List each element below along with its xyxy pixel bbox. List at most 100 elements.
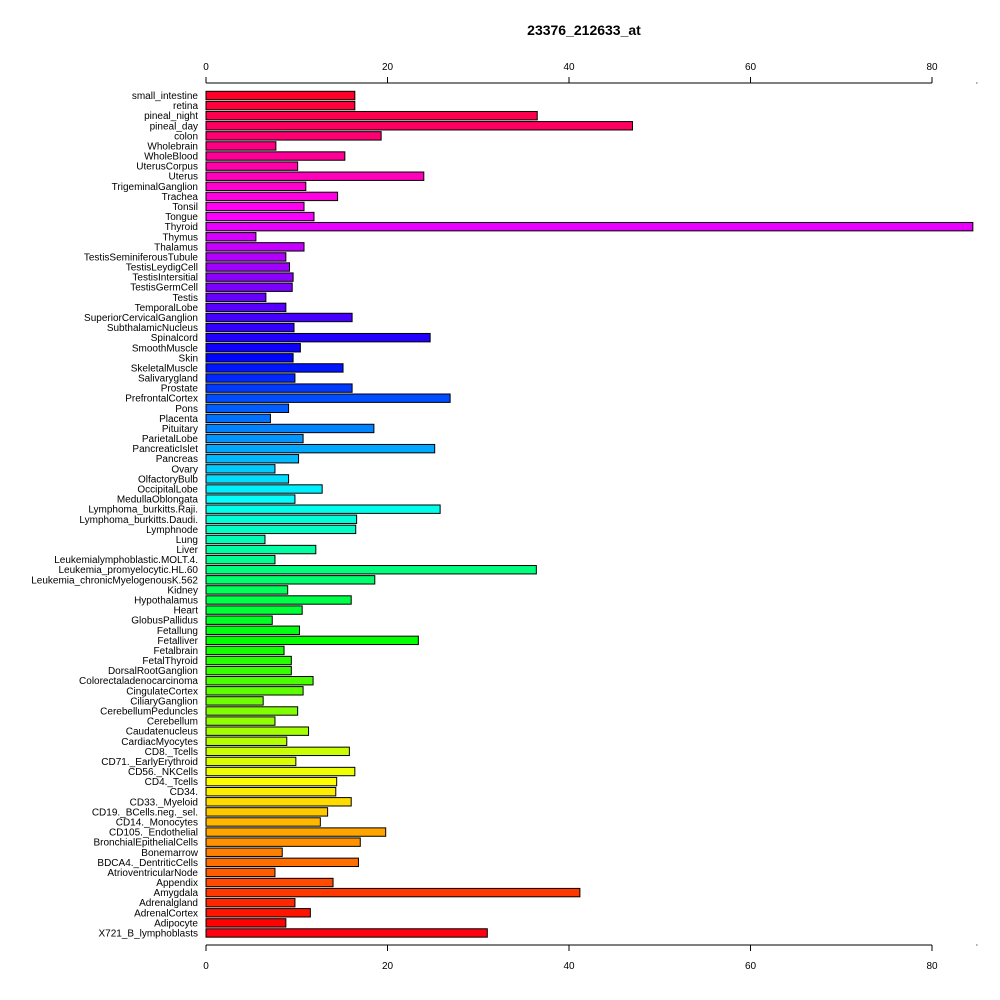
category-label: TrigeminalGanglion	[112, 182, 198, 193]
bar-43	[205, 524, 357, 535]
category-label: Kidney	[167, 585, 198, 596]
bar-27	[205, 363, 344, 373]
bottom-tick-label: 20	[382, 961, 394, 972]
category-label: retina	[173, 101, 198, 112]
bar-30	[205, 393, 451, 403]
bar-31	[205, 403, 290, 413]
bar-3	[205, 121, 634, 131]
bar-58	[205, 676, 314, 686]
category-label: Fetalliver	[157, 636, 198, 647]
category-label: Wholebrain	[147, 141, 198, 152]
bar-25	[205, 343, 301, 353]
chart-title: 23376_212633_at	[527, 22, 641, 38]
category-label: Lymphoma_burkitts.Daudi.	[79, 515, 198, 526]
top-tick-label: 80	[926, 62, 938, 73]
bar-74	[205, 837, 361, 847]
category-label: WholeBlood	[144, 152, 198, 163]
bar-67	[205, 766, 356, 777]
category-label: Bonemarrow	[141, 848, 198, 859]
bar-66	[205, 756, 297, 767]
category-labels: small_intestineretinapineal_nightpineal_…	[31, 91, 199, 939]
category-label: OccipitalLobe	[137, 485, 198, 496]
category-label: BronchialEpithelialCells	[94, 838, 199, 849]
category-label: TestisLeydigCell	[126, 263, 198, 274]
category-label: Hypothalamus	[134, 596, 198, 607]
category-label: Salivarygland	[138, 374, 198, 385]
category-label: Ovary	[171, 464, 198, 475]
category-label: Pituitary	[162, 424, 198, 435]
category-label: FetalThyroid	[142, 656, 198, 667]
category-label: CD71._EarlyErythroid	[101, 757, 198, 768]
bar-61	[205, 706, 299, 716]
bar-55	[205, 645, 285, 656]
category-label: pineal_day	[150, 121, 198, 132]
category-label: Colorectaladenocarcinoma	[79, 676, 198, 687]
bar-20	[205, 292, 267, 303]
bottom-tick-label: 60	[745, 961, 757, 972]
category-label: Pancreas	[156, 454, 198, 465]
category-label: Uterus	[169, 172, 198, 183]
category-label: Testis	[172, 293, 198, 304]
bar-56	[205, 655, 292, 666]
category-label: small_intestine	[132, 91, 199, 102]
category-label: pineal_night	[144, 111, 198, 122]
bar-52	[205, 615, 273, 625]
bar-51	[205, 605, 303, 615]
bar-10	[205, 191, 339, 202]
category-label: Heart	[174, 606, 199, 617]
category-label: GlobusPallidus	[131, 616, 198, 627]
bar-41	[205, 504, 441, 514]
category-label: Tongue	[165, 212, 198, 223]
category-label: Adrenalgland	[139, 898, 198, 909]
bar-22	[205, 312, 353, 323]
bar-48	[205, 575, 376, 585]
bar-19	[205, 282, 293, 292]
bar-45	[205, 544, 317, 555]
category-label: Thalamus	[154, 242, 198, 253]
category-label: CD33._Myeloid	[130, 797, 198, 808]
bar-82	[205, 918, 287, 928]
bar-72	[205, 817, 321, 827]
bar-65	[205, 746, 350, 757]
category-label: Leukemia_promyelocytic.HL.60	[58, 565, 198, 576]
category-label: CD34.	[170, 787, 198, 798]
category-label: Lymphnode	[146, 525, 198, 536]
bar-68	[205, 776, 338, 787]
category-label: CD4._Tcells	[145, 777, 198, 788]
category-label: SuperiorCervicalGanglion	[84, 313, 198, 324]
bar-24	[205, 332, 431, 343]
category-label: Liver	[176, 545, 198, 556]
axes: 0 20 40 60 80 0 20 40 60 80	[203, 62, 978, 972]
bar-11	[205, 201, 305, 212]
category-label: CD14._Monocytes	[116, 817, 198, 828]
bar-38	[205, 474, 290, 484]
bar-36	[205, 454, 300, 464]
bar-1	[205, 100, 356, 111]
bar-33	[205, 423, 375, 434]
bar-76	[205, 857, 359, 868]
bar-23	[205, 322, 295, 333]
category-label: CD8._Tcells	[145, 747, 198, 758]
category-label: colon	[174, 131, 198, 142]
category-label: Thymus	[162, 232, 198, 243]
category-label: SmoothMuscle	[132, 343, 199, 354]
category-label: SkeletalMuscle	[131, 363, 199, 374]
category-label: Amygdala	[154, 888, 199, 899]
bar-79	[205, 887, 581, 898]
bar-49	[205, 585, 289, 595]
bar-53	[205, 625, 300, 635]
bar-62	[205, 716, 276, 726]
bar-32	[205, 413, 271, 424]
category-label: CD19._BCells.neg._sel.	[92, 807, 198, 818]
category-label: OlfactoryBulb	[138, 474, 198, 485]
bar-83	[205, 928, 488, 938]
category-label: ParietalLobe	[142, 434, 199, 445]
bar-64	[205, 736, 288, 746]
category-label: Skin	[179, 353, 198, 364]
category-label: Thyroid	[165, 222, 198, 233]
category-label: UterusCorpus	[136, 162, 198, 173]
bar-14	[205, 232, 257, 242]
category-label: Leukemialymphoblastic.MOLT.4.	[54, 555, 198, 566]
category-label: TestisSeminiferousTubule	[84, 252, 199, 263]
